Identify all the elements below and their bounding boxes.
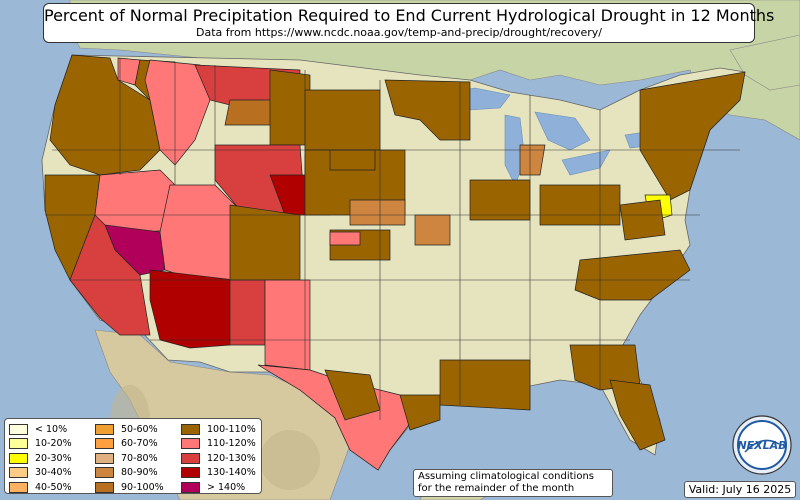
legend-label: 30-40% (35, 467, 72, 479)
region-missouri (414, 214, 451, 246)
legend-label: > 140% (207, 481, 246, 493)
map-subtitle: Data from https://www.ncdc.noaa.gov/temp… (196, 26, 602, 39)
legend-label: 80-90% (121, 467, 158, 479)
legend-label: 120-130% (207, 452, 256, 464)
legend-label: < 10% (35, 423, 68, 435)
legend-swatch (181, 423, 200, 435)
region-michigan (519, 144, 546, 176)
legend-label: 110-120% (207, 438, 256, 450)
legend-label: 20-30% (35, 452, 72, 464)
legend-column-2: 50-60% 60-70% 70-80% 80-90% 90-100% (95, 422, 164, 495)
legend-item: < 10% (9, 422, 72, 437)
footnote-line-2: for the remainder of the month (418, 483, 575, 494)
legend-swatch (181, 467, 200, 479)
legend-swatch (181, 438, 200, 450)
legend-item: 30-40% (9, 466, 72, 481)
region-illinois-indiana (469, 179, 531, 221)
legend-swatch (95, 481, 114, 493)
legend-item: 70-80% (95, 451, 164, 466)
legend-label: 40-50% (35, 481, 72, 493)
footnote-box: Assuming climatological conditions for t… (413, 469, 613, 497)
legend-item: 10-20% (9, 437, 72, 452)
region-kansas-pink (329, 231, 361, 246)
legend-item: 100-110% (181, 422, 256, 437)
legend-item: 80-90% (95, 466, 164, 481)
region-pacific-nw (49, 54, 161, 176)
legend-swatch (9, 438, 28, 450)
region-virginia (619, 199, 666, 241)
legend-item: 50-60% (95, 422, 164, 437)
region-gulf-coast (439, 359, 531, 411)
legend-swatch (9, 481, 28, 493)
legend-item: 110-120% (181, 437, 256, 452)
legend-swatch (9, 452, 28, 464)
region-colorado-south (229, 204, 301, 281)
valid-date-label: Valid: July 16 2025 (684, 481, 796, 498)
legend-swatch (95, 438, 114, 450)
logo-text: NEXLAB (737, 439, 786, 452)
footnote-line-1: Assuming climatological conditions (418, 471, 594, 482)
region-arizona (149, 269, 236, 349)
legend-item: 130-140% (181, 466, 256, 481)
region-new-mexico-east (264, 279, 311, 371)
legend-item: > 140% (181, 480, 256, 495)
legend-item: 120-130% (181, 451, 256, 466)
region-florida (609, 379, 666, 451)
legend-label: 60-70% (121, 438, 158, 450)
legend: < 10% 10-20% 20-30% 30-40% 40-50% 50-60%… (4, 418, 262, 494)
title-panel: Percent of Normal Precipitation Required… (43, 3, 775, 43)
region-dakotas (304, 89, 381, 151)
region-placeholder (329, 149, 376, 171)
legend-label: 70-80% (121, 452, 158, 464)
legend-swatch (95, 423, 114, 435)
region-minnesota-wisconsin (384, 79, 471, 141)
legend-column-3: 100-110% 110-120% 120-130% 130-140% > 14… (181, 422, 256, 495)
region-utah (159, 184, 241, 281)
region-montana-east (269, 69, 311, 146)
nexlab-logo: NEXLAB (732, 415, 792, 475)
region-carolinas (574, 249, 691, 301)
legend-label: 10-20% (35, 438, 72, 450)
region-ohio (539, 184, 621, 226)
legend-swatch (95, 452, 114, 464)
legend-item: 40-50% (9, 480, 72, 495)
region-texas-coast (399, 394, 441, 431)
drought-regions (44, 54, 746, 471)
legend-swatch (9, 423, 28, 435)
legend-column-1: < 10% 10-20% 20-30% 30-40% 40-50% (9, 422, 72, 495)
legend-label: 130-140% (207, 467, 256, 479)
legend-label: 90-100% (121, 481, 164, 493)
state-boundaries (45, 58, 740, 420)
legend-item: 20-30% (9, 451, 72, 466)
legend-item: 90-100% (95, 480, 164, 495)
region-northeast (639, 71, 746, 201)
region-new-mexico-west (229, 279, 266, 346)
region-southern-california (69, 214, 151, 336)
legend-item: 60-70% (95, 437, 164, 452)
legend-label: 100-110% (207, 423, 256, 435)
legend-swatch (95, 467, 114, 479)
map-title: Percent of Normal Precipitation Required… (44, 6, 775, 25)
region-kansas-north (349, 199, 406, 226)
legend-swatch (9, 467, 28, 479)
legend-swatch (181, 452, 200, 464)
region-montana-central (224, 99, 276, 126)
legend-swatch (181, 481, 200, 493)
legend-label: 50-60% (121, 423, 158, 435)
